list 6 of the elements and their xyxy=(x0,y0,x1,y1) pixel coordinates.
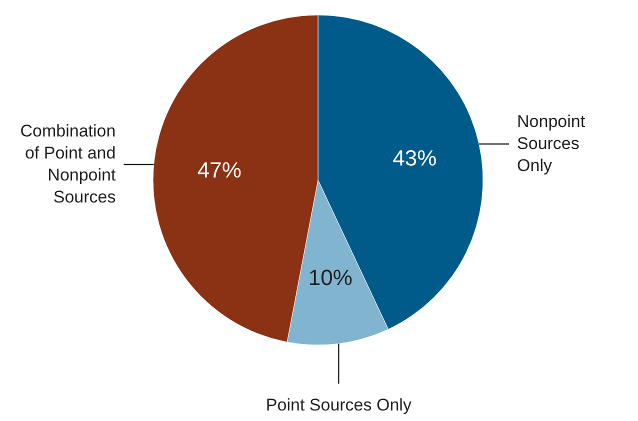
slice-label: Nonpoint Sources Only xyxy=(517,112,586,176)
slice-label: Combination of Point and Nonpoint Sources xyxy=(20,121,116,206)
data-label: 43% xyxy=(392,145,437,170)
data-label: 47% xyxy=(197,158,242,183)
data-label: 10% xyxy=(308,265,352,290)
slice-label: Point Sources Only xyxy=(266,396,412,415)
